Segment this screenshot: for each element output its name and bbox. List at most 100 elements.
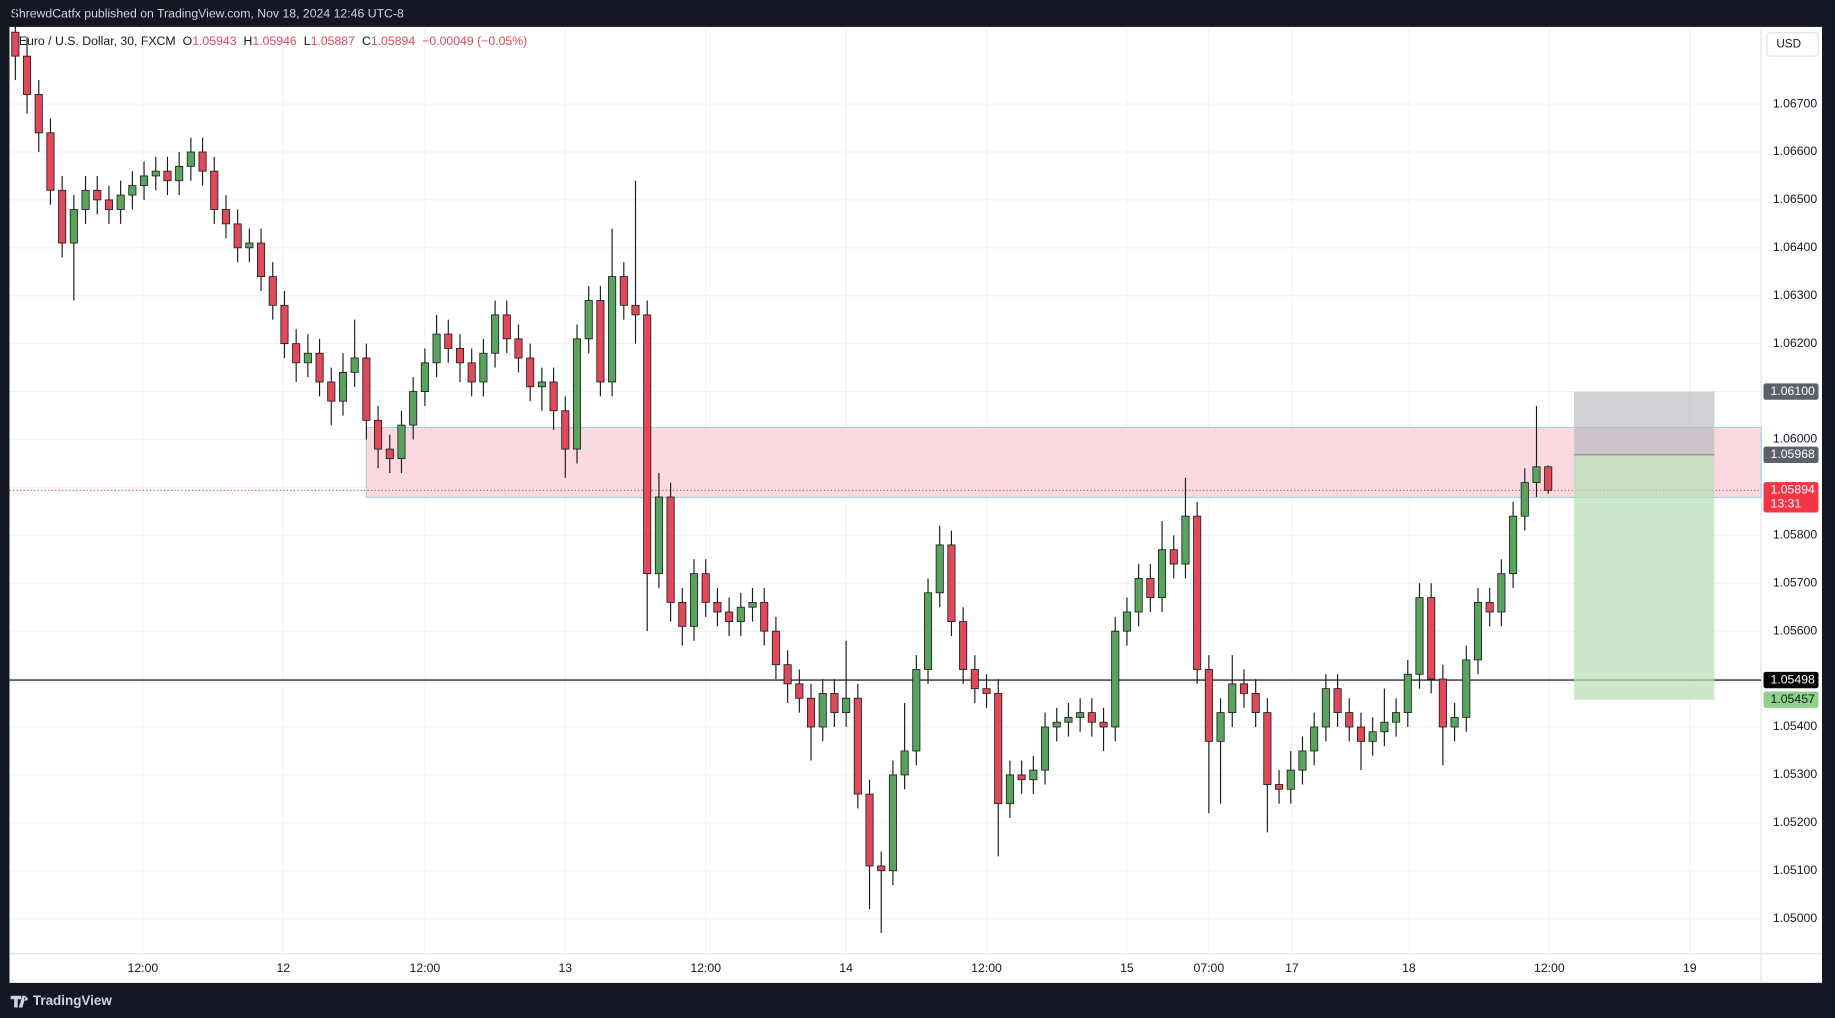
candle-body xyxy=(23,55,32,95)
candle-body xyxy=(561,410,570,450)
tv-logo: TradingView xyxy=(10,993,112,1008)
candle-body xyxy=(1286,769,1295,790)
candle-body xyxy=(877,865,886,872)
candle-body xyxy=(221,209,230,225)
last-price-tag-bg xyxy=(1763,482,1819,513)
candle-body xyxy=(608,276,617,383)
candle-body xyxy=(923,592,933,670)
legend-part: 1.05943 xyxy=(192,34,237,48)
y-tick-label: 1.05800 xyxy=(1773,528,1818,542)
candle-body xyxy=(596,300,605,383)
candle-body xyxy=(1239,683,1248,694)
x-tick-label: 12:00 xyxy=(690,961,721,975)
candle-body xyxy=(806,697,816,728)
stop-tag-bg xyxy=(1763,383,1819,400)
candle-body xyxy=(409,391,418,426)
candle-body xyxy=(1473,601,1483,661)
entry-tag: 1.05968 xyxy=(1771,447,1816,461)
hline-tag: 1.05498 xyxy=(1771,672,1816,686)
x-tick-label: 12 xyxy=(276,961,290,975)
target-tag: 1.05457 xyxy=(1771,692,1816,706)
legend-part: 1.05894 xyxy=(371,34,416,48)
candle-body xyxy=(526,357,535,388)
candle-body xyxy=(303,352,312,364)
y-tick-label: 1.05400 xyxy=(1773,719,1818,733)
y-tick-label: 1.05300 xyxy=(1773,767,1818,781)
candle-body xyxy=(11,31,20,57)
candle-body xyxy=(257,242,266,277)
candle-body xyxy=(479,352,488,383)
legend-part: 1.05887 xyxy=(311,34,356,48)
candle-body xyxy=(280,304,289,345)
candle-body xyxy=(1216,712,1225,742)
candle-body xyxy=(888,774,897,872)
candle-body xyxy=(1321,688,1330,728)
y-tick-label: 1.06400 xyxy=(1773,240,1818,254)
x-tick-label: 17 xyxy=(1285,961,1299,975)
candle-body xyxy=(537,381,546,388)
candle-body xyxy=(502,314,511,340)
candle-body xyxy=(58,189,67,244)
candle-body xyxy=(1427,597,1436,680)
candle-body xyxy=(1017,774,1026,781)
candle-body xyxy=(783,664,792,685)
legend-part: 1.05946 xyxy=(252,34,297,48)
candle-body xyxy=(678,601,687,627)
y-tick-label: 1.06000 xyxy=(1773,432,1818,446)
candle-body xyxy=(584,300,593,340)
candle-body xyxy=(1450,716,1459,728)
candle-body xyxy=(362,357,371,421)
y-tick-label: 1.06500 xyxy=(1773,192,1818,206)
y-tick-label: 1.05600 xyxy=(1773,623,1818,637)
candle-body xyxy=(947,544,956,622)
candle-body xyxy=(1532,466,1541,484)
x-tick-label: 15 xyxy=(1120,961,1134,975)
candle-body xyxy=(338,371,348,402)
candle-body xyxy=(1193,515,1202,670)
candle-body xyxy=(818,693,827,728)
candle-body xyxy=(1380,721,1389,733)
candle-body xyxy=(455,348,465,364)
candle-body xyxy=(1462,659,1471,718)
candle-body xyxy=(912,669,921,752)
candle-body xyxy=(830,693,839,714)
candle-body xyxy=(701,573,710,603)
candle-body xyxy=(1392,712,1401,723)
candle-body xyxy=(1158,549,1167,599)
candle-body xyxy=(959,621,968,670)
candle-body xyxy=(1029,769,1038,781)
candle-body xyxy=(163,170,172,182)
candle-body xyxy=(327,381,336,402)
y-tick-label: 1.06600 xyxy=(1773,144,1818,158)
candle-body xyxy=(397,424,406,460)
candle-body xyxy=(1368,731,1377,742)
y-tick-label: 1.05700 xyxy=(1773,575,1818,589)
candle-body xyxy=(1111,630,1120,728)
candle-body xyxy=(631,304,640,316)
currency-label: USD xyxy=(1776,38,1801,51)
legend-part: H xyxy=(244,34,253,48)
candle-body xyxy=(1146,578,1155,599)
candle-body xyxy=(795,683,804,699)
candle-body xyxy=(549,381,558,412)
candle-body xyxy=(1122,611,1131,632)
candle-body xyxy=(1181,515,1190,565)
entry-tag-bg xyxy=(1763,446,1819,464)
legend-part: L xyxy=(304,34,311,48)
ohlc-legend: Euro / U.S. Dollar, 30, FXCM O1.05943 H1.0… xyxy=(19,34,527,48)
candle-body xyxy=(151,170,160,177)
candle-body xyxy=(643,314,652,575)
candle-body xyxy=(175,165,184,182)
y-tick-label: 1.06200 xyxy=(1773,336,1818,350)
candle-body xyxy=(350,357,359,373)
candle-body xyxy=(1204,669,1213,742)
candle-body xyxy=(1041,726,1050,771)
target-zone xyxy=(1573,454,1715,700)
candle-body xyxy=(1263,712,1272,785)
candle-body xyxy=(1005,774,1014,805)
stop-zone xyxy=(1573,391,1715,455)
x-tick-label: 07:00 xyxy=(1194,961,1225,975)
y-tick-label: 1.06300 xyxy=(1773,288,1818,302)
candle-body xyxy=(81,189,90,210)
